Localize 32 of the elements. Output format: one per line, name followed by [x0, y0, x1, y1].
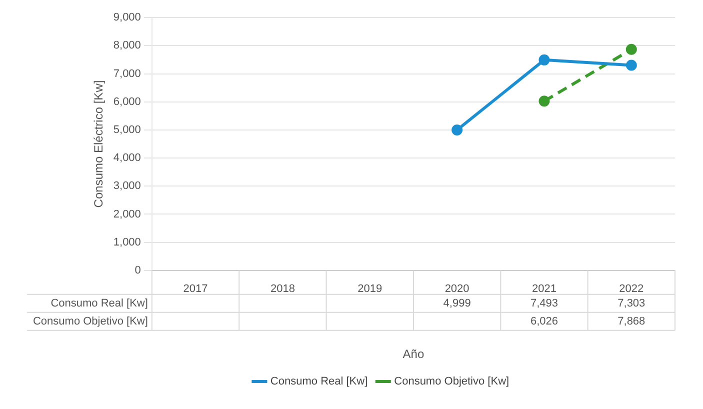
- y-tick-label: 5,000: [113, 124, 141, 136]
- y-tick-label: 3,000: [113, 180, 141, 192]
- point: [626, 44, 637, 55]
- point: [626, 60, 637, 71]
- y-tick-label: 0: [134, 264, 141, 276]
- x-tick-label: 2021: [532, 283, 556, 296]
- data-label: 7,493: [530, 297, 558, 310]
- legend-label: Consumo Real [Kw]: [270, 376, 368, 388]
- y-axis-title: Consumo Eléctrico [Kw]: [92, 80, 106, 208]
- text: Consumo Objetivo [Kw]: [32, 315, 148, 328]
- legend-label: Consumo Objetivo [Kw]: [394, 376, 510, 388]
- data-label: 6,026: [530, 315, 558, 328]
- x-tick-label: 2019: [358, 283, 382, 296]
- x-tick-label: 2020: [444, 283, 470, 296]
- point: [538, 54, 550, 66]
- text: Consumo Real [Kw]: [50, 297, 148, 310]
- data-label: 7,868: [618, 315, 646, 328]
- y-tick-label: 6,000: [113, 96, 141, 108]
- y-tick-label: 2,000: [113, 208, 141, 220]
- y-tick-label: 8,000: [113, 40, 141, 52]
- x-tick-label: 2017: [183, 283, 208, 296]
- point: [452, 124, 463, 136]
- data-label: 4,999: [443, 297, 471, 310]
- y-tick-label: 1,000: [113, 236, 141, 248]
- data-label: 7,303: [618, 297, 646, 310]
- y-tick-label: 4,000: [113, 152, 141, 164]
- x-tick-label: 2018: [270, 283, 295, 296]
- y-tick-label: 9,000: [113, 12, 141, 24]
- x-tick-label: 2022: [619, 283, 644, 296]
- x-axis-title: Año: [402, 347, 424, 362]
- point: [538, 96, 550, 107]
- y-tick-label: 7,000: [113, 68, 141, 80]
